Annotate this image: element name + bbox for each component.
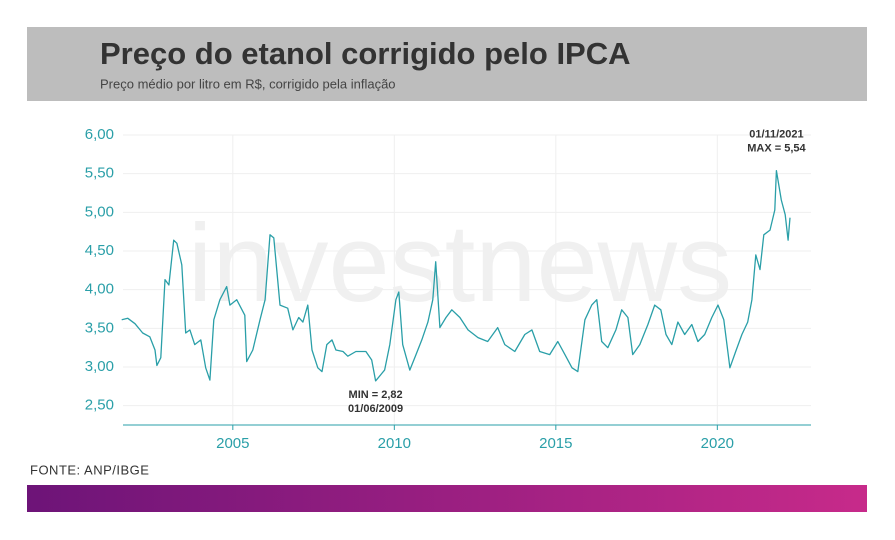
y-tick-label: 3,00 <box>85 358 114 375</box>
data-line <box>121 169 791 382</box>
chart-subtitle: Preço médio por litro em R$, corrigido p… <box>100 76 396 91</box>
x-tick-label: 2010 <box>378 435 411 452</box>
y-tick-label: 4,00 <box>85 281 114 298</box>
source: FONTE: ANP/IBGE <box>30 462 149 477</box>
annotation: MAX = 5,54 <box>747 142 806 154</box>
x-tick-label: 2015 <box>539 435 572 452</box>
x-tick-label: 2020 <box>701 435 734 452</box>
annotation: MIN = 2,82 <box>349 389 403 401</box>
annotation: 01/06/2009 <box>348 403 403 415</box>
chart-title: Preço do etanol corrigido pelo IPCA <box>100 36 631 71</box>
y-tick-label: 6,00 <box>85 126 114 143</box>
watermark: investnews <box>188 202 732 325</box>
footer-band <box>27 485 867 512</box>
header-band <box>27 27 867 101</box>
annotation: 01/11/2021 <box>749 128 803 140</box>
x-tick-label: 2005 <box>216 435 249 452</box>
y-tick-label: 2,50 <box>85 397 114 414</box>
y-tick-label: 5,50 <box>85 165 114 182</box>
y-tick-label: 3,50 <box>85 319 114 336</box>
y-tick-label: 5,00 <box>85 203 114 220</box>
y-tick-label: 4,50 <box>85 242 114 259</box>
